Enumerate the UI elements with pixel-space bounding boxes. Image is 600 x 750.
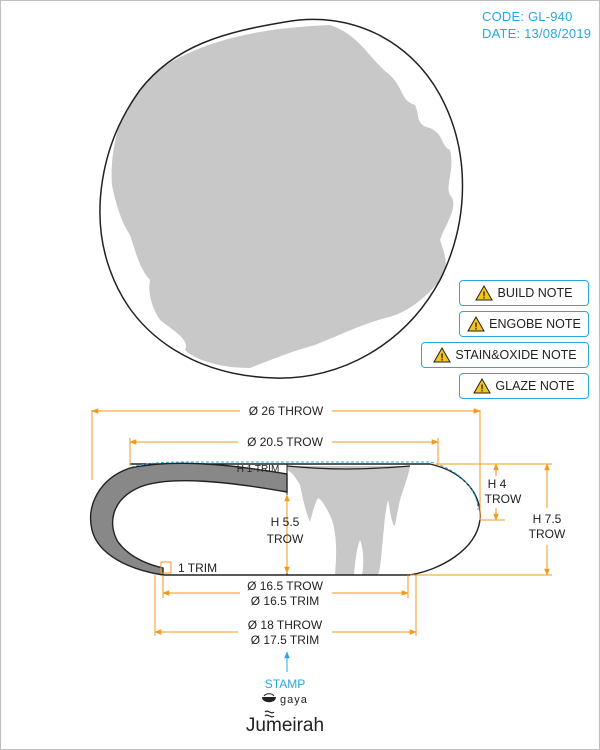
dim-foot bbox=[154, 575, 417, 636]
dim-foot-label-1: Ø 18 THROW bbox=[248, 618, 323, 632]
dim-base-label-2: Ø 16.5 TRIM bbox=[251, 594, 319, 608]
h-inner-label-2: TROW bbox=[267, 532, 304, 546]
stain-oxide-note-button[interactable]: ! STAIN&OXIDE NOTE bbox=[421, 342, 589, 368]
h75-label-2: TROW bbox=[529, 527, 566, 541]
date-label: DATE: 13/08/2019 bbox=[482, 26, 592, 41]
trim-side-label: 1 TRIM bbox=[178, 561, 217, 575]
jumeirah-wave-icon bbox=[264, 710, 275, 718]
warning-icon: ! bbox=[475, 285, 494, 302]
svg-text:!: ! bbox=[483, 291, 486, 302]
build-note-label: BUILD NOTE bbox=[497, 286, 573, 300]
jumeirah-brand: Jumeirah bbox=[246, 715, 324, 736]
dim-top-inner-label: Ø 20.5 TROW bbox=[247, 435, 323, 449]
gaya-logo-icon bbox=[262, 693, 276, 703]
wall-section bbox=[90, 462, 288, 576]
dim-top-inner bbox=[129, 438, 439, 466]
h4-label-1: H 4 bbox=[488, 477, 507, 491]
gaya-brand: gaya bbox=[280, 694, 308, 706]
dim-base-label-1: Ø 16.5 TROW bbox=[247, 579, 323, 593]
svg-text:!: ! bbox=[441, 353, 444, 364]
section-view bbox=[90, 408, 552, 672]
code-label: CODE: GL-940 bbox=[482, 9, 573, 24]
rim-inner-line bbox=[286, 465, 411, 470]
h4-label-2: TROW bbox=[485, 492, 522, 506]
warning-icon: ! bbox=[433, 347, 452, 364]
engobe-note-label: ENGOBE NOTE bbox=[489, 317, 581, 331]
glaze-note-button[interactable]: ! GLAZE NOTE bbox=[459, 373, 589, 399]
h-inner-label-1: H 5.5 bbox=[271, 515, 300, 529]
top-view-outline bbox=[99, 18, 464, 379]
dim-base bbox=[162, 575, 409, 598]
h-trim-top-label: H 1 TRIM bbox=[237, 464, 280, 475]
svg-text:!: ! bbox=[474, 322, 477, 333]
warning-icon: ! bbox=[473, 378, 492, 395]
top-view-glaze bbox=[111, 25, 454, 368]
warning-icon: ! bbox=[467, 316, 486, 333]
dim-top-outer bbox=[91, 408, 481, 520]
glaze-boundary bbox=[117, 461, 479, 511]
stain-oxide-note-label: STAIN&OXIDE NOTE bbox=[455, 348, 577, 362]
glaze-note-label: GLAZE NOTE bbox=[495, 379, 575, 393]
dim-foot-label-2: Ø 17.5 TRIM bbox=[251, 633, 319, 647]
stamp-label: STAMP bbox=[265, 677, 305, 691]
h75-label-1: H 7.5 bbox=[533, 512, 562, 526]
body-outline bbox=[130, 463, 481, 576]
trim-mark bbox=[160, 561, 172, 574]
build-note-button[interactable]: ! BUILD NOTE bbox=[459, 280, 589, 306]
svg-text:!: ! bbox=[481, 384, 484, 395]
dim-h75 bbox=[410, 463, 552, 576]
dim-h4 bbox=[436, 463, 505, 521]
glaze-drips bbox=[287, 466, 410, 575]
engobe-note-button[interactable]: ! ENGOBE NOTE bbox=[459, 311, 589, 337]
top-view bbox=[99, 18, 464, 379]
dim-top-outer-label: Ø 26 THROW bbox=[249, 404, 324, 418]
